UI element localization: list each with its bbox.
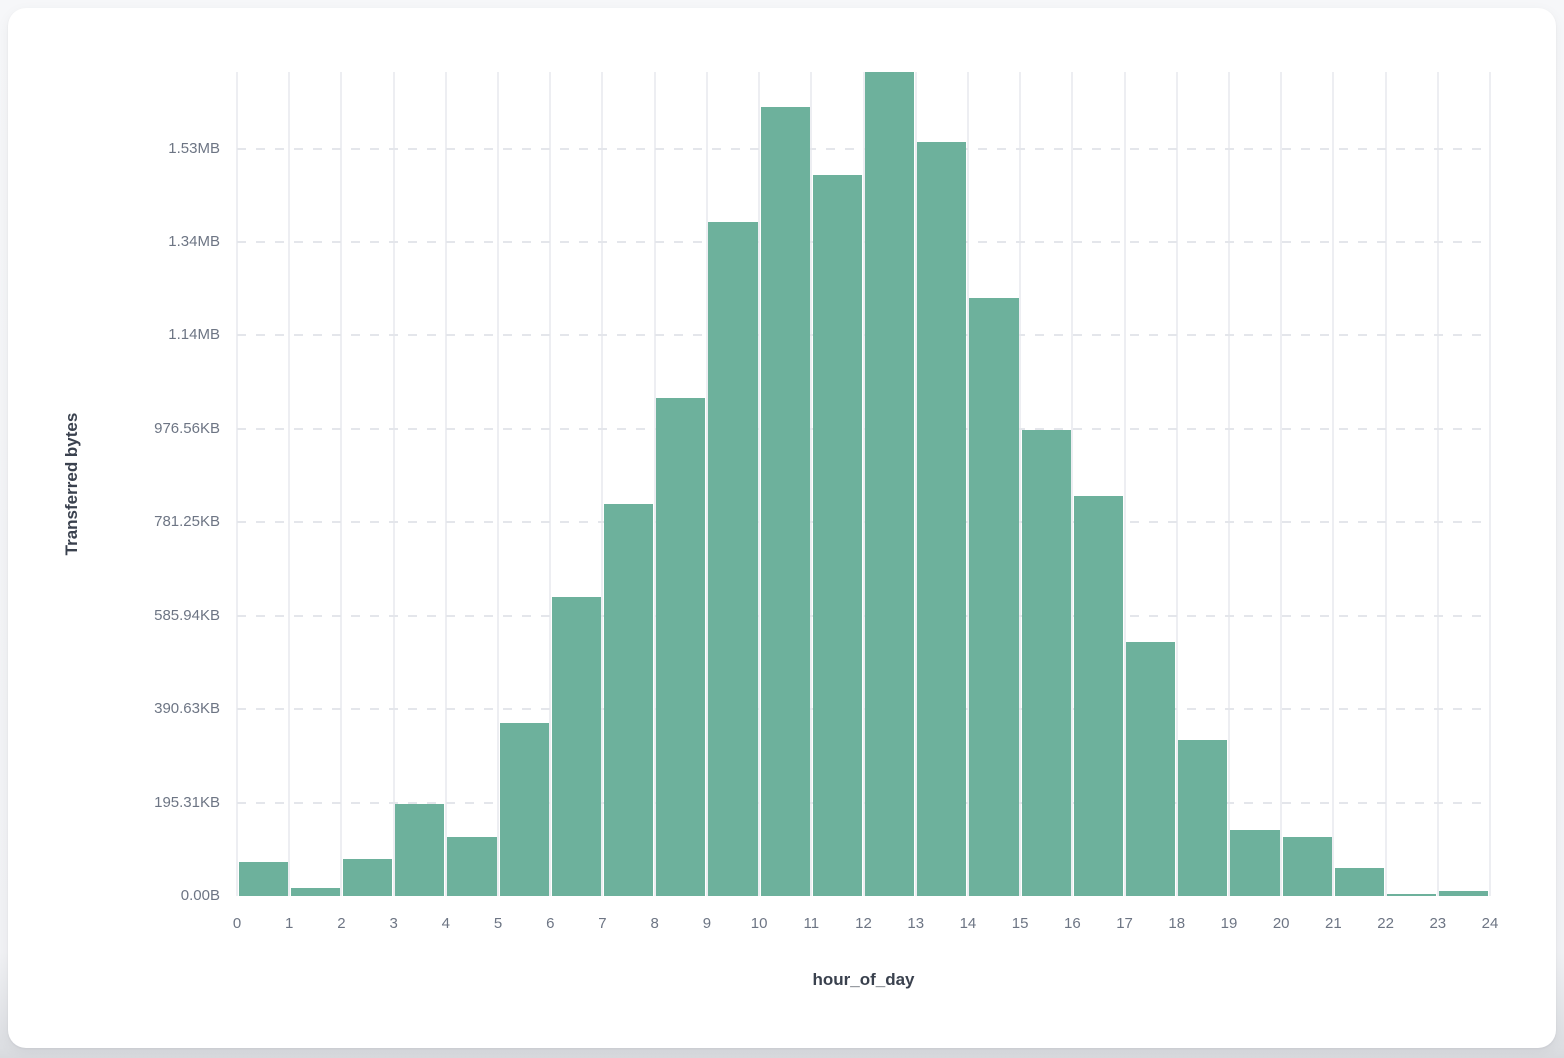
vertical-gridline — [444, 72, 447, 896]
x-tick-label: 5 — [493, 915, 503, 932]
vertical-gridline — [1019, 72, 1022, 896]
vertical-gridline — [1332, 72, 1335, 896]
horizontal-gridline — [237, 147, 1490, 150]
x-tick-label: 7 — [598, 915, 607, 932]
histogram-bar[interactable] — [1439, 890, 1489, 896]
x-tick-label: 4 — [441, 915, 450, 932]
vertical-gridline — [758, 72, 761, 896]
y-tick-label: 585.94KB — [154, 606, 220, 624]
x-tick-label: 24 — [1481, 915, 1499, 932]
histogram-bar[interactable] — [1178, 739, 1228, 896]
histogram-bar[interactable] — [603, 504, 654, 896]
x-tick-label: 13 — [907, 915, 925, 932]
histogram-bar[interactable] — [656, 398, 706, 896]
x-tick-label: 6 — [546, 915, 555, 932]
y-tick-label: 0.00B — [180, 887, 220, 904]
y-tick-label: 781.25KB — [154, 513, 220, 531]
vertical-gridline — [966, 72, 969, 896]
x-tick-label: 1 — [285, 915, 294, 932]
vertical-gridline — [705, 72, 708, 896]
vertical-gridline — [914, 72, 917, 896]
y-tick-label: 195.31KB — [154, 793, 220, 811]
vertical-gridline — [1071, 72, 1074, 896]
histogram-bar[interactable] — [290, 888, 340, 896]
vertical-gridline — [340, 72, 343, 896]
vertical-gridline — [601, 72, 604, 896]
histogram-chart: Transferred bytes 0.00B 195.31KB 390.63KB 5… — [8, 8, 1556, 1048]
plot-area — [236, 72, 1491, 896]
y-tick-label: 976.56KB — [154, 419, 220, 437]
vertical-gridline — [236, 72, 238, 896]
histogram-bar[interactable] — [917, 142, 967, 896]
chart-card: Transferred bytes 0.00B 195.31KB 390.63KB 5… — [8, 8, 1556, 1048]
x-tick-label: 2 — [337, 915, 346, 932]
x-tick-label: 11 — [803, 915, 820, 932]
histogram-bar[interactable] — [342, 859, 393, 896]
vertical-gridline — [392, 72, 395, 896]
histogram-bar[interactable] — [499, 723, 549, 896]
y-tick-label: 1.34MB — [168, 233, 220, 251]
x-axis-title: hour_of_day — [812, 970, 915, 989]
histogram-bar[interactable] — [708, 221, 758, 896]
histogram-bar[interactable] — [395, 804, 445, 896]
x-tick-label: 9 — [702, 915, 712, 932]
x-tick-label: 20 — [1272, 915, 1290, 932]
histogram-bar[interactable] — [1387, 894, 1437, 896]
x-tick-label: 22 — [1377, 915, 1394, 932]
vertical-gridline — [1227, 72, 1230, 896]
x-tick-label: 17 — [1116, 915, 1133, 932]
horizontal-gridline — [237, 801, 1490, 804]
histogram-bar[interactable] — [760, 107, 810, 896]
vertical-gridline — [497, 72, 500, 896]
vertical-gridline — [1384, 72, 1387, 896]
vertical-gridline — [1280, 72, 1283, 896]
histogram-bar[interactable] — [969, 298, 1019, 896]
x-tick-label: 3 — [389, 915, 398, 932]
x-tick-label: 18 — [1168, 915, 1186, 932]
vertical-gridline — [810, 72, 813, 896]
x-tick-label: 10 — [750, 915, 768, 932]
x-tick-label: 15 — [1011, 915, 1029, 932]
x-tick-label: 14 — [959, 915, 977, 932]
x-tick-label: 19 — [1220, 915, 1238, 932]
histogram-bar[interactable] — [447, 837, 497, 896]
x-tick-label: 12 — [855, 915, 872, 932]
y-tick-label: 1.14MB — [168, 326, 220, 344]
horizontal-gridline — [237, 334, 1490, 337]
horizontal-gridline — [237, 427, 1490, 430]
histogram-bar[interactable] — [1282, 837, 1332, 896]
x-tick-label: 23 — [1429, 915, 1447, 932]
x-tick-label: 0 — [232, 915, 242, 932]
histogram-bar[interactable] — [551, 597, 601, 896]
histogram-bar[interactable] — [865, 72, 915, 896]
horizontal-gridline — [237, 708, 1490, 711]
histogram-bar[interactable] — [1126, 641, 1176, 896]
vertical-gridline — [288, 72, 291, 896]
x-tick-label: 16 — [1063, 915, 1081, 932]
y-tick-label: 1.53MB — [168, 139, 220, 157]
vertical-gridline — [1489, 72, 1491, 896]
vertical-gridline — [862, 72, 865, 896]
vertical-gridline — [1123, 72, 1126, 896]
x-tick-label: 8 — [650, 915, 659, 932]
horizontal-gridline — [237, 614, 1490, 617]
vertical-gridline — [1436, 72, 1439, 896]
vertical-gridline — [549, 72, 552, 896]
x-tick-label: 21 — [1325, 915, 1342, 932]
histogram-bar[interactable] — [1021, 430, 1071, 896]
histogram-bar[interactable] — [1334, 867, 1385, 896]
vertical-gridline — [1175, 72, 1178, 896]
y-tick-label: 390.63KB — [154, 700, 220, 718]
horizontal-gridline — [237, 521, 1490, 524]
vertical-gridline — [653, 72, 656, 896]
histogram-bar[interactable] — [812, 175, 862, 896]
histogram-bar[interactable] — [1230, 830, 1280, 896]
histogram-bar[interactable] — [238, 861, 288, 896]
horizontal-gridline — [237, 241, 1490, 244]
histogram-bar[interactable] — [1073, 496, 1124, 896]
